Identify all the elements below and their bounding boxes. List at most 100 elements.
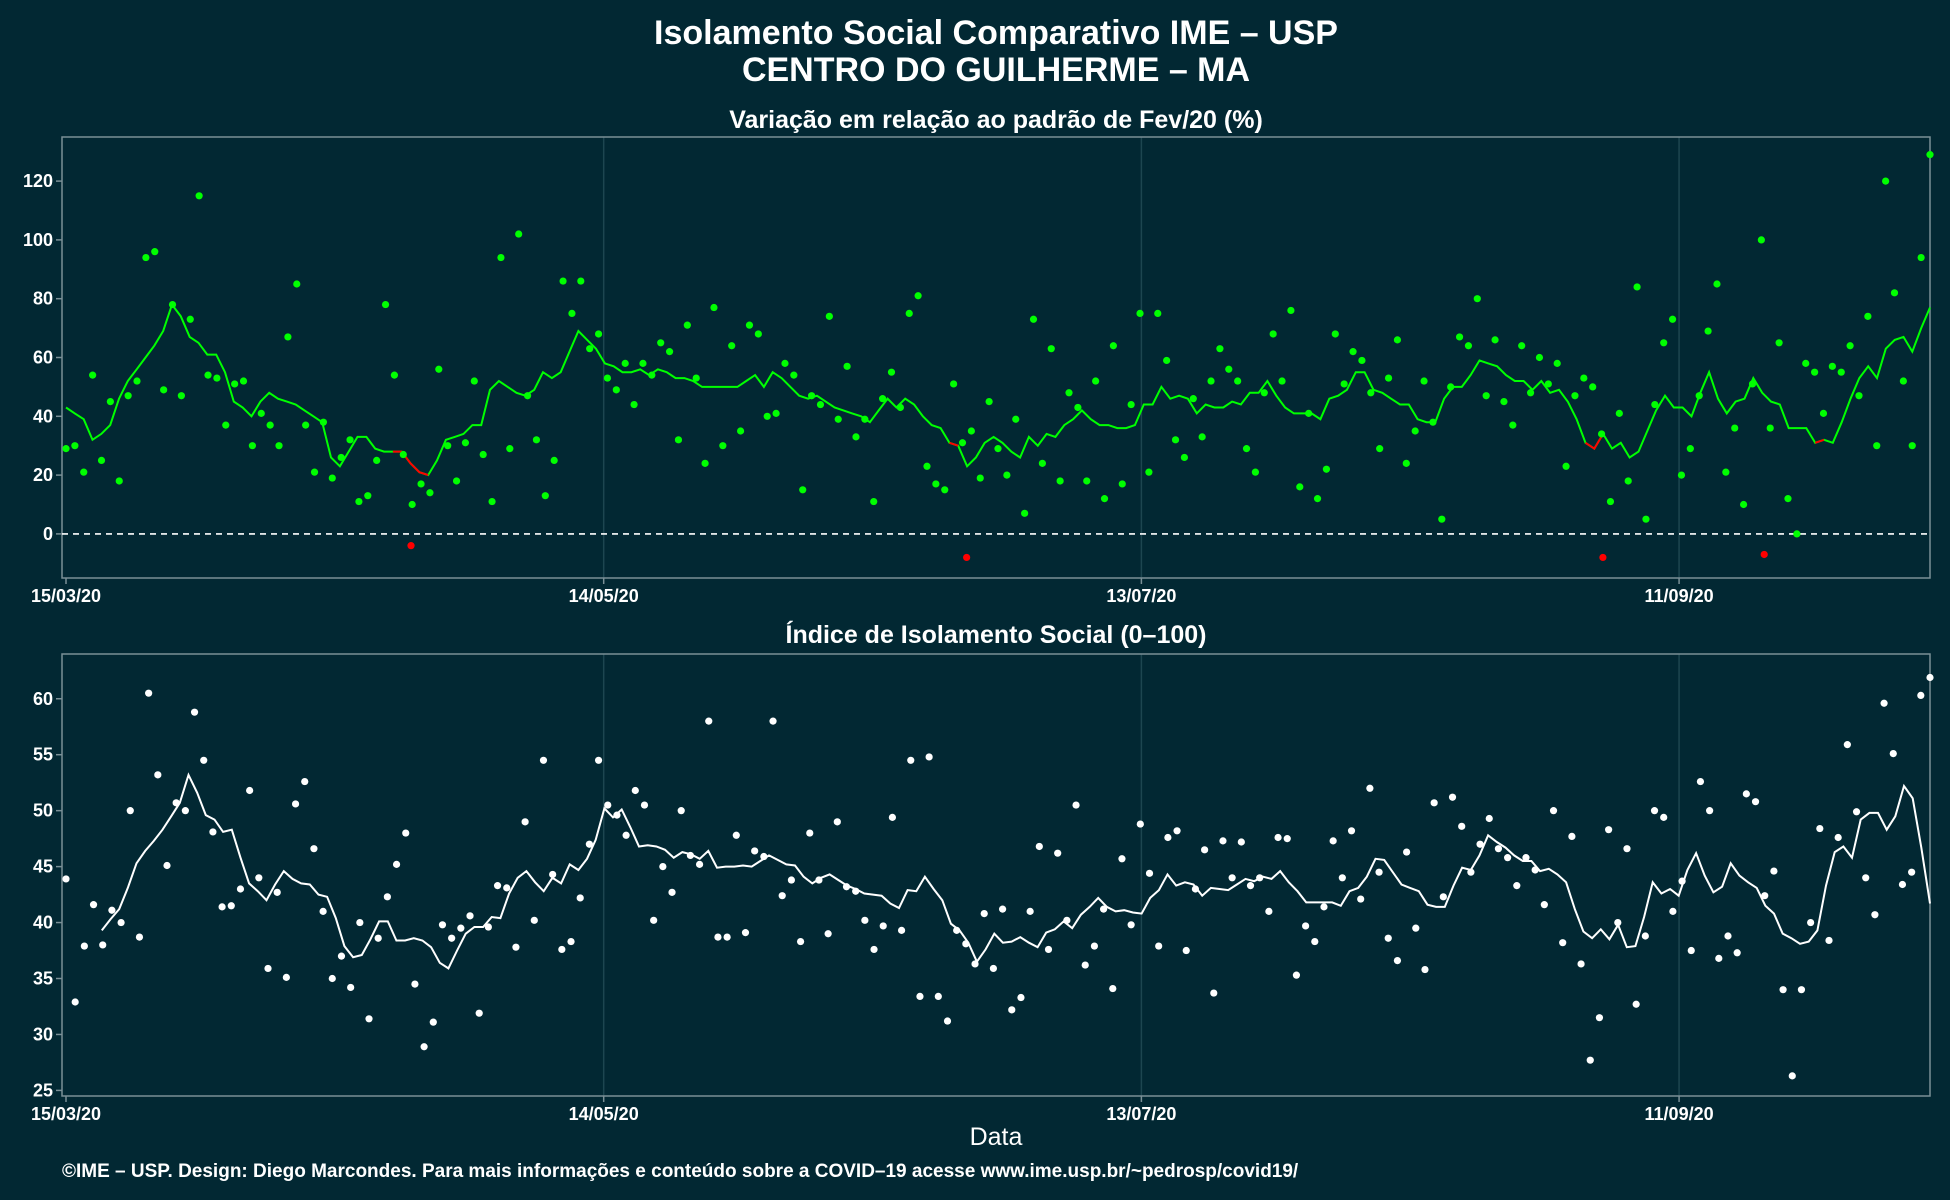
- panel2-data-point: [1054, 849, 1062, 857]
- panel1-negative-segment: [949, 441, 959, 447]
- panel2-data-point: [659, 863, 667, 871]
- panel1-data-point: [1207, 377, 1215, 385]
- panel2-data-point: [1357, 895, 1365, 903]
- panel2-data-point: [1540, 901, 1548, 909]
- panel2-data-point: [934, 992, 942, 1001]
- panel1-ytick-label: 80: [33, 289, 53, 309]
- panel2-data-point: [1862, 874, 1870, 882]
- panel1-data-point: [390, 371, 399, 379]
- panel1-data-point: [408, 500, 416, 509]
- panel2-data-point: [1145, 869, 1154, 877]
- panel2-data-point: [962, 940, 970, 948]
- panel2-data-point: [163, 861, 171, 870]
- panel1-data-point: [151, 248, 159, 256]
- panel2-data-point: [1476, 840, 1484, 848]
- panel2-data-point: [1650, 807, 1659, 815]
- panel2-data-point: [383, 893, 391, 901]
- panel2-data-point: [1017, 993, 1025, 1002]
- panel1-data-point: [1287, 306, 1295, 315]
- panel1-data-point: [1509, 421, 1517, 429]
- panel2-data-point: [732, 831, 740, 839]
- panel2-data-point: [154, 771, 162, 779]
- panel1-data-point: [1873, 442, 1881, 450]
- panel1-data-point: [603, 374, 612, 382]
- panel1-data-point: [1633, 283, 1641, 291]
- panel1-data-point: [523, 392, 532, 400]
- panel1-data-point: [106, 398, 114, 406]
- panel2-data-point: [1531, 866, 1539, 874]
- panel2-data-point: [1265, 907, 1273, 915]
- panel2-data-point: [916, 992, 924, 1001]
- panel2-data-point: [1136, 820, 1144, 828]
- panel1-data-point: [1695, 392, 1703, 400]
- panel2-data-point: [374, 934, 382, 942]
- panel2-data-point: [842, 883, 851, 891]
- panel1-data-point: [426, 489, 434, 497]
- panel2-data-point: [190, 708, 199, 716]
- panel2-data-point: [255, 874, 263, 882]
- panel2-data-point: [99, 941, 107, 949]
- chart-subtitle-location: CENTRO DO GUILHERME – MA: [742, 51, 1250, 89]
- panel2-data-point: [1458, 822, 1466, 830]
- panel2-data-point: [861, 916, 869, 924]
- panel1-data-point: [1083, 477, 1091, 485]
- panel2-data-point: [668, 888, 676, 896]
- panel1-data-point: [1420, 377, 1428, 385]
- panel1-data-point: [1740, 500, 1748, 509]
- panel1-data-point: [568, 309, 576, 317]
- panel1-data-point: [1074, 403, 1082, 412]
- panel1-data-point: [1322, 465, 1331, 473]
- panel1-data-point: [630, 400, 638, 409]
- panel2-data-point: [1825, 936, 1833, 945]
- panel2-ytick-label: 30: [33, 1024, 53, 1044]
- panel2-data-point: [1513, 882, 1521, 890]
- panel2-data-point: [1660, 813, 1668, 821]
- panel2-data-point: [1329, 837, 1337, 845]
- panel1-data-point: [958, 439, 967, 447]
- panel1-data-point: [639, 359, 647, 367]
- panel2-data-point: [328, 974, 336, 983]
- panel1-data-point: [381, 300, 390, 309]
- panel2-data-point: [1770, 867, 1778, 875]
- panel2-ytick-label: 50: [33, 801, 53, 821]
- panel1-data-point: [1003, 471, 1011, 479]
- panel2-data-point: [1219, 837, 1227, 845]
- panel1-data-point: [852, 433, 860, 441]
- panel2-data-point: [402, 829, 410, 837]
- panel1-data-point: [923, 462, 931, 470]
- panel1-data-point: [834, 415, 842, 423]
- panel1-data-point: [266, 421, 274, 429]
- panel1-data-point: [648, 371, 656, 379]
- panel1-data-point: [1384, 374, 1393, 382]
- panel1-data-point: [621, 359, 629, 367]
- panel2-data-point: [62, 875, 70, 883]
- panel1-data-point: [1571, 392, 1579, 400]
- panel1-data-point: [1890, 289, 1899, 297]
- panel1-data-point: [1376, 445, 1384, 453]
- panel2-data-point: [291, 800, 300, 808]
- panel2-data-point: [503, 884, 511, 892]
- panel1-data-point: [1722, 468, 1730, 476]
- panel1-data-point: [1145, 468, 1153, 476]
- panel2-data-point: [145, 689, 153, 697]
- panel2-data-point: [806, 829, 814, 837]
- panel2-data-point: [1522, 854, 1530, 862]
- panel1-ytick-label: 20: [33, 465, 53, 485]
- panel1-data-point: [1278, 377, 1286, 385]
- panel1-data-point: [168, 300, 177, 309]
- panel1-data-point: [763, 412, 771, 420]
- panel1-negative-point: [407, 542, 415, 550]
- panel1-data-point: [1402, 459, 1410, 467]
- panel2-data-point: [1843, 741, 1851, 749]
- panel1-negative-segment: [1814, 438, 1825, 444]
- panel1-data-point: [1615, 409, 1623, 417]
- panel2-data-point: [989, 964, 998, 973]
- panel1-data-point: [1100, 495, 1109, 503]
- panel1-data-point: [1882, 177, 1890, 185]
- panel2-data-point: [1504, 854, 1512, 862]
- panel2-data-point: [943, 1017, 952, 1025]
- panel1-data-point: [160, 386, 168, 394]
- panel1-data-point: [328, 474, 336, 482]
- panel2-data-point: [1311, 937, 1319, 946]
- panel1-data-point: [497, 253, 505, 262]
